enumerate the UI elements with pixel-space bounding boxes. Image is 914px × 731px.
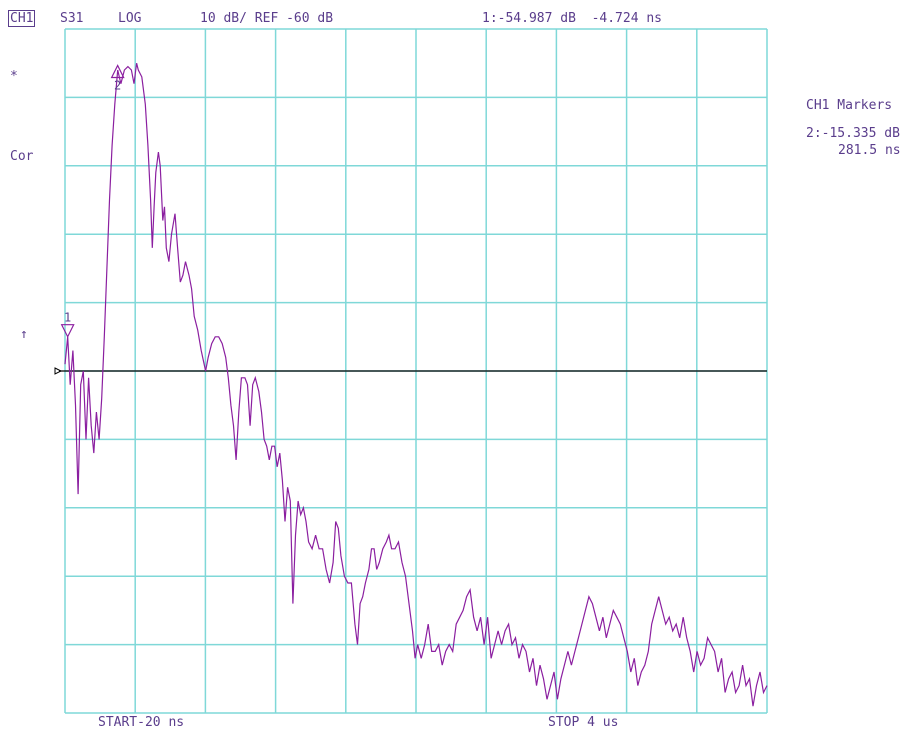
marker2-time: 281.5 ns xyxy=(838,143,901,158)
marker-panel-title: CH1 Markers xyxy=(806,98,893,113)
reference-level-pointer xyxy=(54,367,63,375)
scale-ref-label[interactable]: 10 dB/ REF -60 dB xyxy=(200,11,334,26)
marker-1-label: 1 xyxy=(64,311,71,325)
parameter-label[interactable]: S31 xyxy=(60,11,84,26)
marker2-value: 2:-15.335 dB xyxy=(806,126,900,141)
s31-trace xyxy=(64,63,768,707)
marker1-readout: 1:-54.987 dB -4.724 ns xyxy=(482,11,663,26)
start-label[interactable]: START-20 ns xyxy=(98,715,185,730)
correction-indicator: Cor xyxy=(10,149,34,164)
marker-2-label: 2 xyxy=(114,78,121,92)
ref-arrow-icon: ↑ xyxy=(20,327,28,342)
format-label[interactable]: LOG xyxy=(118,11,142,26)
stop-label[interactable]: STOP 4 us xyxy=(548,715,619,730)
asterisk-indicator: * xyxy=(10,69,18,84)
marker-group: 12 xyxy=(60,64,125,339)
channel-indicator[interactable]: CH1 xyxy=(8,10,36,27)
marker-1-symbol[interactable] xyxy=(60,324,75,339)
marker-2-symbol[interactable] xyxy=(110,64,125,79)
